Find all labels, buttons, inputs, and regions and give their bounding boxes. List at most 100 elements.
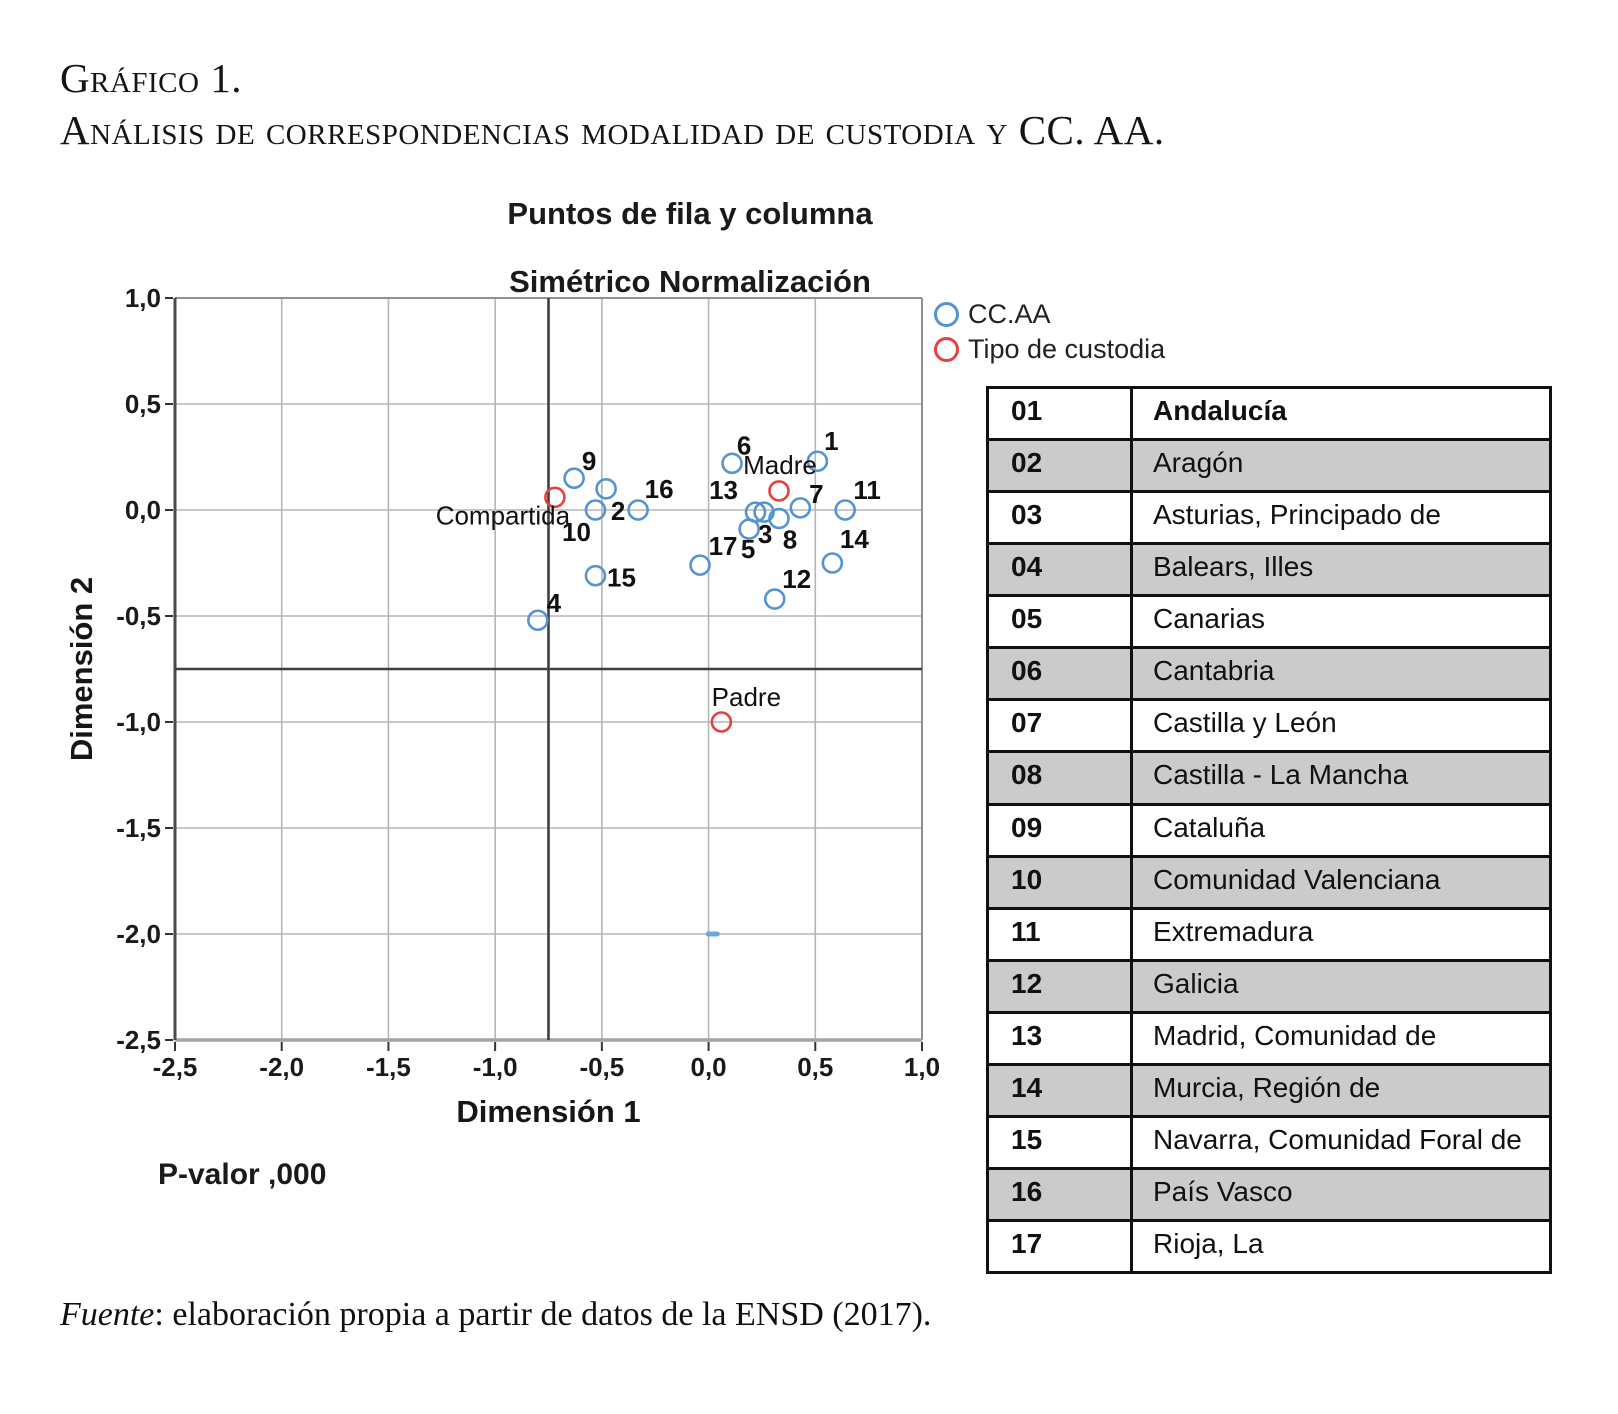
data-point-Padre [710,711,733,733]
point-label-17: 17 [709,531,738,561]
table-cell-code: 10 [989,857,1133,907]
table-cell-code: 02 [989,441,1133,491]
point-label-11: 11 [853,475,881,505]
x-tick-label: -2,5 [153,1052,198,1082]
table-cell-name: Murcia, Región de [1153,1071,1381,1103]
x-tick-label: 0,0 [690,1052,726,1082]
table-row: 13 Madrid, Comunidad de [989,1013,1549,1066]
table-cell-code: 16 [989,1169,1133,1219]
y-tick-label: -1,0 [116,707,161,737]
point-label-13: 13 [709,475,738,505]
table-row: 08 Castilla - La Mancha [989,753,1549,806]
chart-subtitle: Simétrico Normalización [509,264,871,299]
x-tick-label: -1,0 [473,1052,518,1082]
table-cell-name: Madrid, Comunidad de [1153,1019,1437,1051]
x-axis-title: Dimensión 1 [456,1094,641,1129]
table-row: 06 Cantabria [989,649,1549,702]
point-label-Madre: Madre [743,450,817,480]
table-cell-code: 04 [989,545,1133,595]
table-cell-name: Castilla y León [1153,707,1337,739]
legend-table: 01 Andalucía 02 Aragón 03 Asturias, Principad… [986,386,1552,1274]
figure-title-heading: Análisis de correspondencias modalidad d… [60,107,1165,153]
source-text: : elaboración propia a partir de datos d… [154,1296,932,1333]
chart-legend: CC.AA Tipo de custodia [934,297,1165,367]
y-tick-label: 1,0 [125,283,161,313]
p-value-label: P-valor ,000 [158,1158,327,1191]
point-label-9: 9 [582,446,596,476]
point-label-5: 5 [741,534,755,564]
point-label-15: 15 [607,563,636,593]
table-cell-code: 09 [989,805,1133,855]
y-tick-label: -2,5 [116,1025,161,1055]
data-point-9 [563,467,585,490]
data-point-1 [806,450,829,473]
x-tick-label: -2,0 [259,1052,304,1082]
data-point-13 [744,501,767,523]
table-cell-code: 05 [989,597,1133,647]
table-row: 11 Extremadura [989,909,1549,962]
data-point-8 [768,507,790,530]
ccaa-marker-icon [934,302,959,327]
custodia-marker-icon [934,337,959,362]
table-row: 03 Asturias, Principado de [989,493,1549,546]
table-cell-name: Asturias, Principado de [1153,499,1441,531]
point-label-7: 7 [809,479,823,509]
table-cell-name: País Vasco [1153,1175,1293,1207]
data-point-14 [821,552,844,574]
y-tick-label: 0,5 [125,389,161,419]
table-cell-code: 14 [989,1065,1133,1115]
point-label-16: 16 [645,474,674,504]
data-point-15 [584,564,607,587]
table-cell-code: 11 [989,909,1133,959]
data-point-12 [763,588,786,610]
table-row: 16 País Vasco [989,1169,1549,1222]
table-cell-code: 06 [989,649,1133,699]
table-row: 12 Galicia [989,961,1549,1014]
table-cell-code: 03 [989,493,1133,543]
data-point-Compartida [544,486,566,509]
point-label-Padre: Padre [712,682,781,712]
table-cell-name: Aragón [1153,447,1244,479]
data-point-10 [584,499,607,521]
table-row: 14 Murcia, Región de [989,1065,1549,1118]
data-point-16 [627,499,649,521]
source-prefix: Fuente [60,1296,155,1333]
x-tick-label: 1,0 [904,1052,940,1082]
point-label-8: 8 [783,524,797,554]
data-point-11 [834,499,856,521]
table-row: 15 Navarra, Comunidad Foral de [989,1117,1549,1170]
source-note: Fuente: elaboración propia a partir de d… [60,1296,931,1334]
y-axis-title: Dimensión 2 [64,576,99,762]
table-cell-name: Galicia [1153,967,1239,999]
data-point-6 [721,452,743,475]
data-point-Madre [768,480,790,502]
point-label-1: 1 [824,426,838,456]
data-point-7 [789,497,812,519]
point-label-10: 10 [562,517,591,547]
y-tick-label: 0,0 [125,495,161,525]
table-cell-name: Canarias [1153,603,1266,635]
point-label-12: 12 [782,564,811,594]
legend-item-custodia: Tipo de custodia [934,332,1165,367]
stray-marker [705,931,720,937]
scatter-plot: -2,5 -2,0 -1,5 -1,0 -0,5 0,0 0,5 1,0 1,0 0,5 0,0 -0… [116,283,940,1082]
point-label-14: 14 [840,524,869,554]
table-row: 01 Andalucía [989,389,1549,442]
table-cell-name: Extremadura [1153,915,1314,947]
table-cell-code: 08 [989,753,1133,803]
y-tick-label: -2,0 [116,919,161,949]
y-tick-label: -0,5 [116,601,161,631]
figure-number-heading: Gráfico 1. [60,55,242,101]
table-cell-name: Navarra, Comunidad Foral de [1153,1123,1522,1155]
table-row: 05 Canarias [989,597,1549,650]
point-label-6: 6 [737,430,751,460]
legend-label: Tipo de custodia [968,334,1166,364]
table-row: 10 Comunidad Valenciana [989,857,1549,910]
table-cell-name: Rioja, La [1153,1228,1264,1259]
table-row: 07 Castilla y León [989,701,1549,754]
point-label-4: 4 [547,588,562,618]
table-cell-name: Comunidad Valenciana [1153,863,1441,895]
point-label-2: 2 [611,496,625,526]
table-cell-name: Castilla - La Mancha [1153,759,1409,791]
